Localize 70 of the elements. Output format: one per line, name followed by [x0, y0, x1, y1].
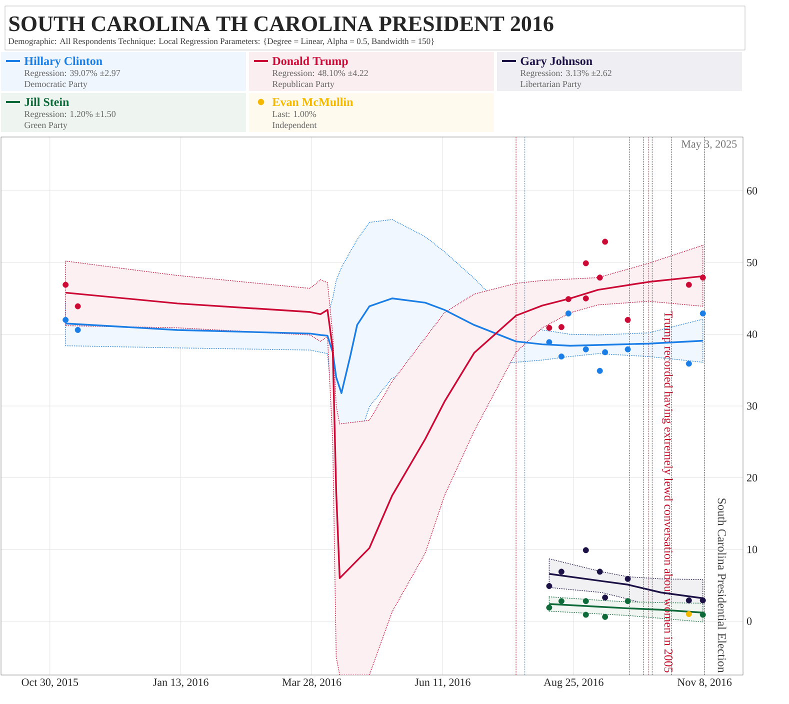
point	[602, 614, 608, 620]
text: Regression: 3.13% ±2.62	[520, 70, 612, 78]
y-tick-label: 60	[747, 187, 758, 195]
x-tick-label: Jan 13, 2016	[153, 678, 208, 688]
point	[565, 296, 572, 302]
point	[686, 282, 692, 288]
text: Last: 1.00%	[272, 111, 316, 118]
y-tick-label: 30	[747, 402, 758, 410]
point	[546, 583, 552, 590]
y-tick-label: 0	[746, 618, 752, 625]
point	[74, 326, 81, 333]
point	[624, 346, 631, 352]
chart-subtitle: Demographic: All Respondents Technique: Local Regression Parameters: {Degree = Linear, Alpha = 0.5, Bandwidth = 150}	[8, 38, 434, 46]
point	[596, 274, 603, 281]
point	[624, 316, 631, 323]
point	[596, 368, 603, 374]
text: Regression: 39.07% ±2.97	[24, 70, 120, 78]
y-tick-label: 20	[747, 474, 758, 482]
point	[582, 346, 589, 352]
point	[582, 547, 589, 554]
point	[624, 576, 631, 582]
point	[686, 360, 692, 367]
text: Libertarian Party	[520, 80, 582, 89]
legend-label: Donald Trump	[272, 56, 348, 68]
point	[602, 238, 608, 245]
point	[582, 612, 589, 618]
text: Regression: 48.10% ±4.22	[272, 70, 368, 78]
text: Republican Party	[272, 80, 334, 89]
text: Regression: 1.20% ±1.50	[24, 111, 116, 119]
point	[602, 594, 608, 601]
point	[565, 310, 572, 316]
point	[582, 260, 589, 266]
point	[596, 568, 603, 575]
point	[582, 598, 589, 604]
point	[546, 604, 552, 611]
point	[582, 295, 589, 302]
text: Green Party	[24, 122, 68, 130]
legend-label: Evan McMullin	[272, 98, 354, 106]
point	[558, 354, 564, 360]
legend-label: Hillary Clinton	[24, 56, 102, 68]
ref-line-label: South Carolina Presidential Election	[718, 498, 726, 673]
y-tick-label: 10	[748, 546, 758, 554]
legend-label: Gary Johnson	[520, 56, 592, 68]
point	[686, 611, 692, 618]
x-tick-label: Oct 30, 2015	[22, 678, 78, 688]
x-tick-label: Mar 28, 2016	[282, 678, 342, 688]
point	[700, 612, 706, 618]
y-tick-label: 50	[747, 258, 758, 266]
point	[558, 598, 564, 604]
point	[700, 310, 706, 316]
point	[700, 597, 706, 604]
annotation: May 3, 2025	[681, 140, 737, 150]
legend-label: Jill Stein	[24, 98, 70, 106]
y-tick-label: 40	[746, 330, 758, 338]
point	[62, 282, 69, 288]
point	[558, 568, 564, 575]
text: Democratic Party	[24, 81, 88, 89]
x-tick-label: Aug 25, 2016	[544, 678, 604, 688]
chart-title: SOUTH CAROLINA TH CAROLINA PRESIDENT 2016	[9, 16, 554, 32]
x-tick-label: Jun 11, 2016	[414, 678, 470, 688]
point	[700, 274, 706, 281]
point	[602, 349, 608, 356]
point	[558, 324, 564, 330]
point	[546, 324, 552, 331]
point	[62, 316, 69, 323]
point	[686, 597, 692, 604]
point	[624, 598, 631, 604]
x-tick-label: Nov 8, 2016	[678, 678, 732, 688]
text: Independent	[272, 122, 317, 130]
point	[74, 303, 81, 310]
